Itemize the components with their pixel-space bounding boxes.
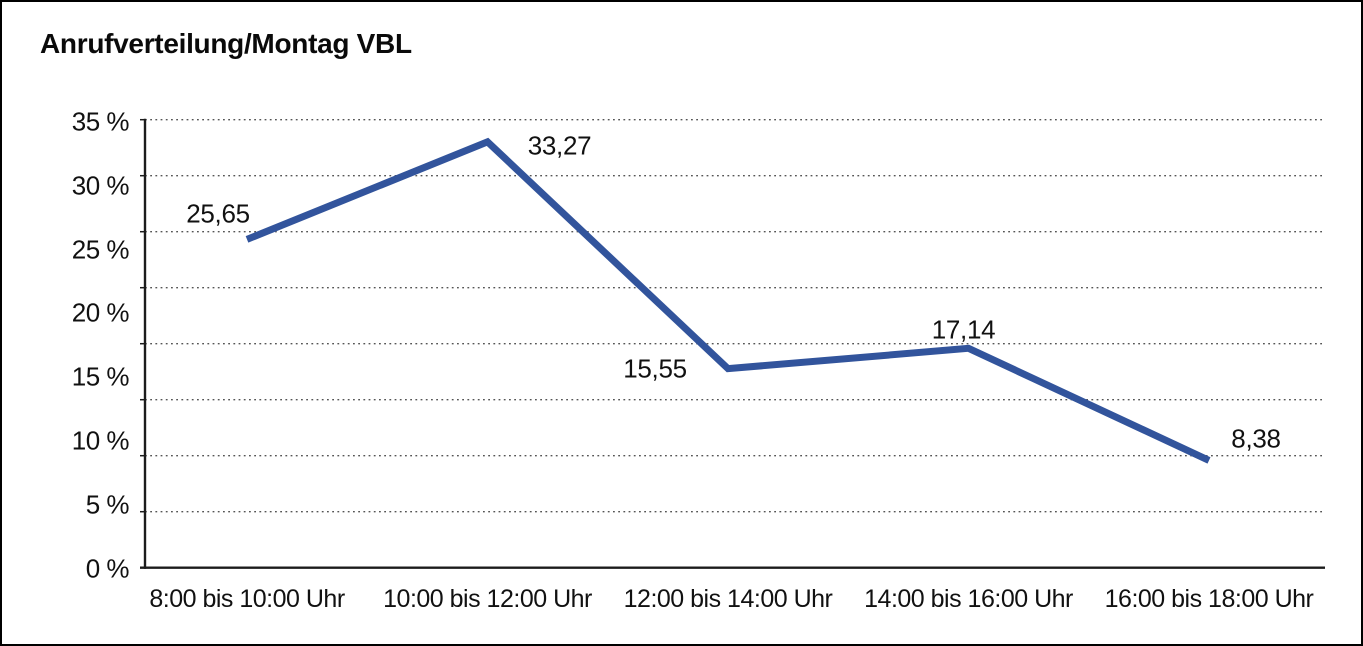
x-axis-label: 10:00 bis 12:00 Uhr (383, 585, 592, 613)
y-axis-label: 25 % (71, 234, 130, 265)
y-axis-label: 10 % (71, 425, 130, 456)
y-axis-label: 0 % (85, 553, 130, 584)
data-point-label: 33,27 (527, 130, 592, 161)
x-axis-label: 12:00 bis 14:00 Uhr (623, 585, 833, 613)
y-axis-label: 20 % (71, 297, 130, 328)
x-axis-label: 16:00 bis 18:00 Uhr (1104, 585, 1314, 613)
series-line (245, 137, 1211, 464)
data-point-label: 17,14 (931, 314, 996, 345)
chart-title: Anrufverteilung/Montag VBL (40, 28, 412, 59)
data-point-label: 8,38 (1231, 423, 1281, 454)
y-axis-label: 35 % (71, 106, 130, 137)
data-point-label: 25,65 (186, 198, 250, 229)
y-axis-label: 5 % (85, 489, 130, 520)
x-axis-label: 14:00 bis 16:00 Uhr (864, 585, 1073, 613)
y-axis-label: 30 % (71, 170, 130, 201)
y-axis-label: 15 % (71, 361, 130, 392)
data-point-label: 15,55 (623, 353, 687, 384)
x-axis-label: 8:00 bis 10:00 Uhr (149, 585, 345, 613)
